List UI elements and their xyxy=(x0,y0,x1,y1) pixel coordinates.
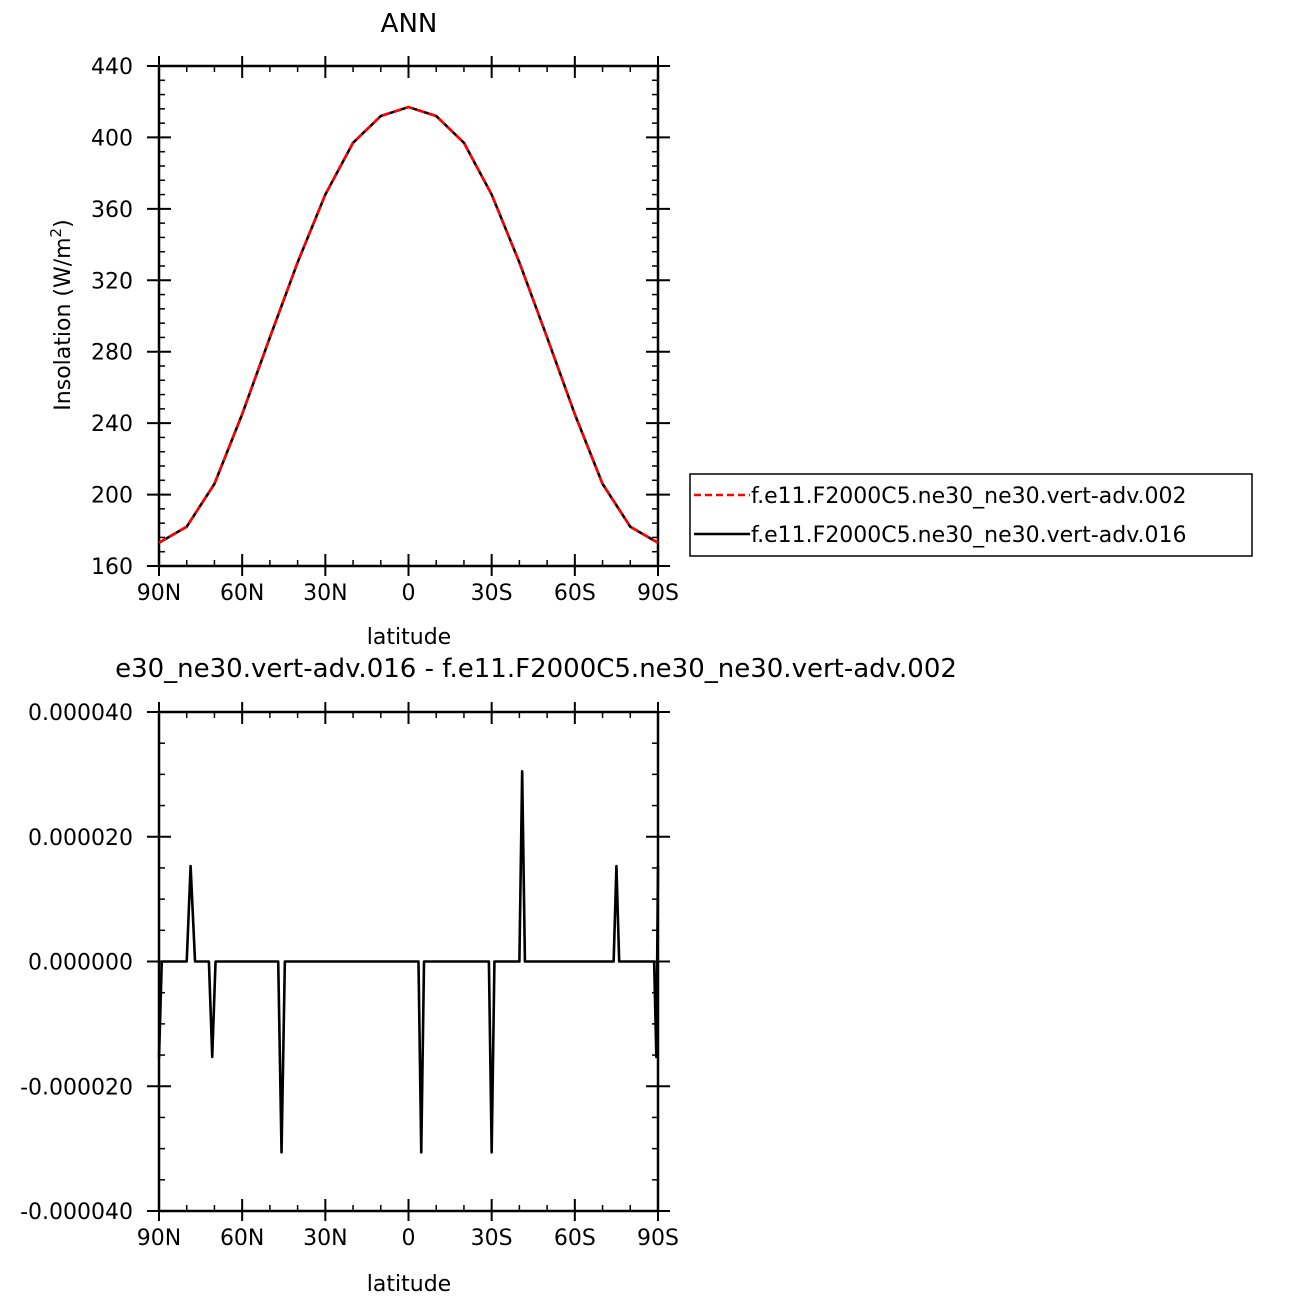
insolation-y-tick-label: 240 xyxy=(91,412,133,437)
difference-y-tick-label: 0.000020 xyxy=(28,826,133,851)
difference-y-tick-label: -0.000020 xyxy=(20,1075,133,1100)
ylabel-close: ) xyxy=(51,219,76,228)
difference-plot: e30_ne30.vert-adv.016 - f.e11.F2000C5.ne… xyxy=(20,654,957,1297)
insolation-x-tick-label: 0 xyxy=(402,581,416,606)
difference-plot-marks: 90N 60N 30N 0 30S 60S 90S 0.000040 0.000020 0.000… xyxy=(20,701,679,1251)
difference-plot-title: e30_ne30.vert-adv.016 - f.e11.F2000C5.ne… xyxy=(115,654,957,684)
ylabel-superscript: 2 xyxy=(47,228,65,238)
insolation-x-tick-label: 30S xyxy=(471,581,513,606)
insolation-x-tick-label: 90S xyxy=(637,581,679,606)
difference-x-tick-label: 90S xyxy=(637,1226,679,1251)
insolation-frame xyxy=(157,64,660,568)
insolation-y-tick-label: 440 xyxy=(91,55,133,80)
difference-y-tick-label: -0.000040 xyxy=(20,1200,133,1225)
insolation-x-tick-label: 90N xyxy=(137,581,181,606)
difference-y-tick-label: 0.000000 xyxy=(28,951,133,976)
legend-label-002: f.e11.F2000C5.ne30_ne30.vert-adv.002 xyxy=(751,484,1187,509)
difference-x-tick-label: 60N xyxy=(220,1226,264,1251)
difference-y-tick-label: 0.000040 xyxy=(28,701,133,726)
insolation-x-tick-label: 30N xyxy=(303,581,347,606)
difference-x-tick-label: 30N xyxy=(303,1226,347,1251)
insolation-x-tick-label: 60S xyxy=(554,581,596,606)
difference-x-tick-label: 60S xyxy=(554,1226,596,1251)
legend: f.e11.F2000C5.ne30_ne30.vert-adv.002 f.e… xyxy=(689,473,1253,557)
difference-x-tick-label: 30S xyxy=(471,1226,513,1251)
difference-plot-xlabel: latitude xyxy=(367,1272,451,1297)
insolation-plot-marks: 90N 60N 30N 0 30S 60S 90S 160 200 240 280 320 360 400… xyxy=(91,55,679,606)
difference-x-tick-label: 0 xyxy=(402,1226,416,1251)
insolation-y-tick-label: 320 xyxy=(91,269,133,294)
insolation-series-line-0 xyxy=(158,105,659,544)
insolation-y-tick-label: 160 xyxy=(91,555,133,580)
legend-label-016: f.e11.F2000C5.ne30_ne30.vert-adv.016 xyxy=(751,523,1187,548)
legend-box xyxy=(689,473,1253,557)
insolation-series-line-1 xyxy=(158,105,659,544)
insolation-y-tick-label: 280 xyxy=(91,341,133,366)
insolation-plot-ylabel: Insolation (W/m2) xyxy=(47,219,76,410)
insolation-x-tick-label: 60N xyxy=(220,581,264,606)
insolation-y-tick-label: 200 xyxy=(91,484,133,509)
ylabel-main: Insolation (W/m xyxy=(51,237,76,410)
difference-series-line-0 xyxy=(157,769,660,1154)
insolation-plot: ANN 90N 60N 30N 0 30S 60S 90S 160 200 240 280 320 36… xyxy=(47,9,1253,650)
insolation-plot-title: ANN xyxy=(381,9,438,39)
insolation-y-tick-label: 360 xyxy=(91,198,133,223)
insolation-plot-xlabel: latitude xyxy=(367,625,451,650)
difference-x-tick-label: 90N xyxy=(137,1226,181,1251)
insolation-y-tick-label: 400 xyxy=(91,126,133,151)
